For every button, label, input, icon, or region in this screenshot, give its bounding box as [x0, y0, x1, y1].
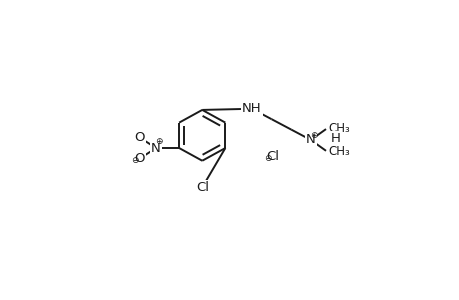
- Text: N: N: [151, 142, 161, 154]
- Text: ⊖: ⊖: [131, 156, 138, 165]
- Text: O: O: [134, 131, 145, 144]
- Text: CH₃: CH₃: [327, 145, 349, 158]
- Text: O: O: [134, 152, 145, 165]
- Text: CH₃: CH₃: [327, 122, 349, 135]
- Text: NH: NH: [241, 102, 261, 115]
- Text: N: N: [305, 134, 315, 146]
- Text: Cl: Cl: [266, 150, 279, 163]
- Text: Cl: Cl: [196, 181, 208, 194]
- Text: ⊕: ⊕: [155, 137, 162, 146]
- Text: ⊖: ⊖: [264, 154, 271, 164]
- Text: H: H: [330, 132, 340, 145]
- Text: ⊕: ⊕: [310, 131, 317, 140]
